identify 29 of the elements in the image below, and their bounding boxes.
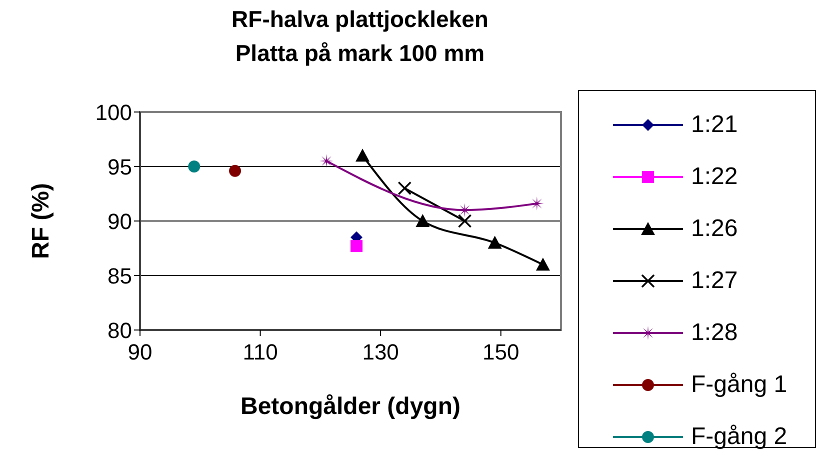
point bbox=[530, 196, 544, 211]
point bbox=[350, 240, 363, 252]
chart-title: RF-halva plattjockleken bbox=[230, 5, 490, 34]
x-axis-title: Betongålder (dygn) bbox=[240, 393, 460, 420]
y-tick-label: 90 bbox=[108, 208, 132, 234]
legend-label: 1:21 bbox=[691, 111, 738, 139]
point bbox=[319, 154, 334, 168]
legend-label: 1:28 bbox=[691, 319, 738, 347]
point bbox=[488, 236, 502, 249]
y-tick-label: 95 bbox=[108, 154, 132, 180]
point bbox=[536, 258, 550, 271]
point bbox=[458, 214, 472, 228]
x-tick-label: 130 bbox=[362, 340, 399, 365]
x-tick-label: 110 bbox=[242, 340, 278, 365]
point bbox=[416, 214, 430, 227]
x-tick-label: 150 bbox=[482, 340, 520, 365]
legend-label: F-gång 2 bbox=[691, 423, 788, 451]
point bbox=[398, 181, 412, 196]
chart-subtitle: Platta på mark 100 mm bbox=[234, 39, 486, 68]
point bbox=[356, 148, 370, 162]
y-tick-label: 85 bbox=[108, 263, 132, 288]
y-tick-label: 100 bbox=[95, 100, 132, 125]
legend-label: F-gång 1 bbox=[691, 371, 788, 399]
legend-label: 1:22 bbox=[691, 163, 738, 191]
legend-label: 1:26 bbox=[691, 215, 738, 243]
point bbox=[188, 160, 200, 172]
legend-label: 1:27 bbox=[691, 267, 738, 295]
point bbox=[229, 164, 242, 177]
y-axis-title: RF (%) bbox=[28, 183, 55, 259]
